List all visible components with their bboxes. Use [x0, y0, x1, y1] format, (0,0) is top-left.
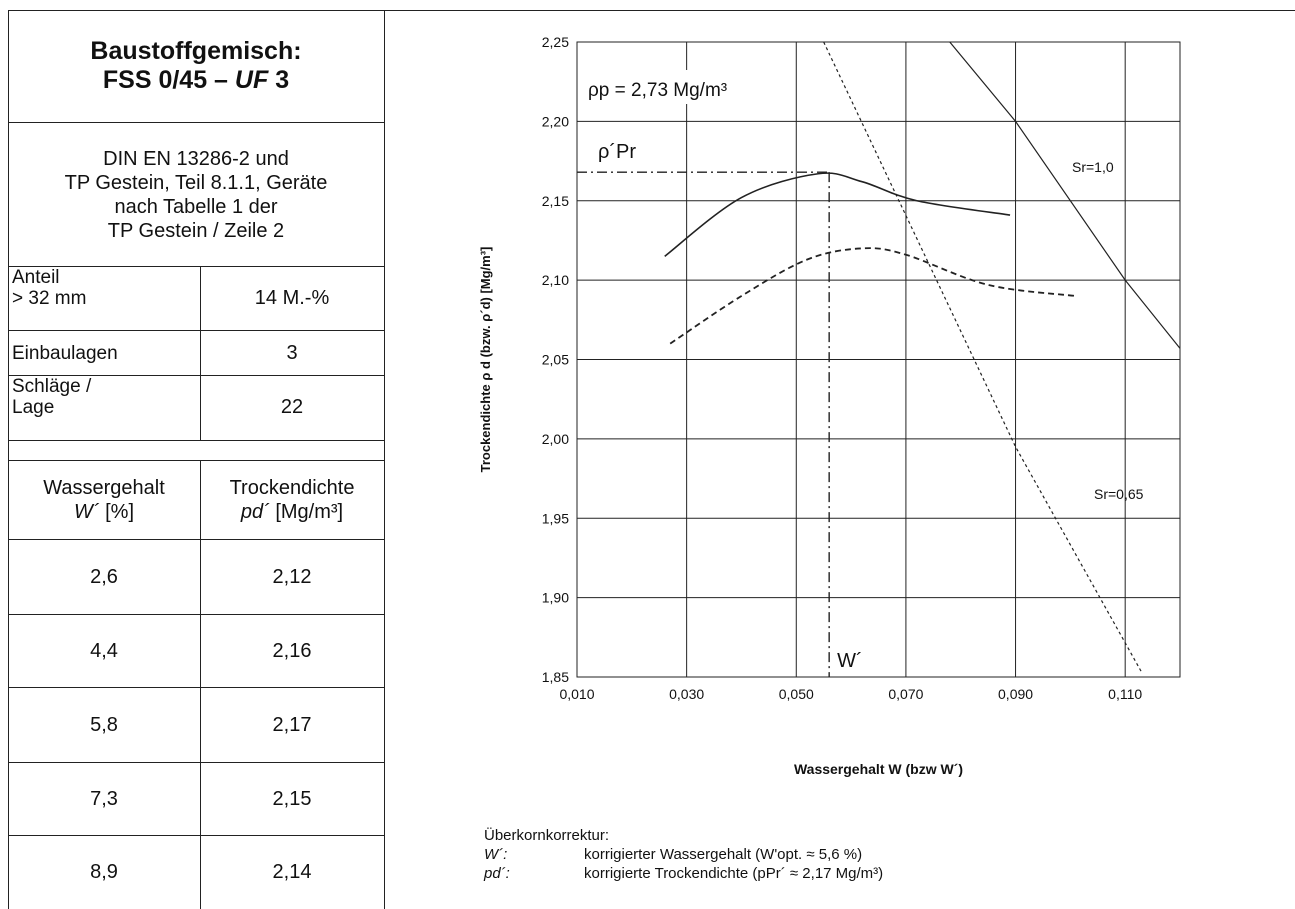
- table-cell: 5,8: [90, 713, 118, 736]
- particle-density-label: ρp = 2,73 Mg/m³: [588, 80, 727, 101]
- y-tick-label: 2,20: [542, 113, 569, 129]
- table-cell: 8,9: [90, 861, 118, 883]
- chart-ticks: 0,010 0,030 0,050 0,070 0,090 0,110 1,85 1,90 1,…: [478, 34, 1142, 777]
- x-tick-label: 0,050: [779, 686, 814, 702]
- table-cell: 2,15: [272, 787, 312, 810]
- col-header-line: Wassergehalt: [43, 477, 165, 499]
- table-cell: 2,12: [272, 565, 312, 588]
- chart-annotations: Sr=1,0 Sr=0,65 ρ´Pr W´ ρp = 2,73 Mg/m³: [577, 70, 1144, 677]
- notes-item: W´: korrigierter Wassergehalt (W'opt. ≈ …: [484, 845, 1284, 864]
- standard-line-4: TP Gestein / Zeile 2: [107, 220, 285, 242]
- param-label-blows: Schläge / Lage: [10, 376, 200, 439]
- standard-line-3: nach Tabelle 1 der: [114, 196, 278, 218]
- x-tick-label: 0,070: [888, 686, 923, 702]
- table-cell: 2,14: [272, 861, 312, 883]
- param-label-line: Anteil: [12, 267, 60, 288]
- y-tick-label: 1,95: [542, 510, 569, 526]
- y-tick-label: 1,90: [542, 590, 569, 606]
- param-value-share: 14 M.-%: [254, 287, 330, 309]
- notes-heading: Überkornkorrektur:: [484, 827, 610, 844]
- top-rule: [8, 10, 1295, 11]
- series-line-2: [669, 247, 1076, 345]
- table-cell: 2,16: [272, 639, 312, 662]
- title-prefix: FSS 0/45 –: [102, 66, 235, 94]
- series-label-sr1: Sr=1,0: [1072, 159, 1114, 175]
- table-cell: 2,17: [272, 713, 312, 736]
- y-tick-label: 2,25: [542, 34, 569, 50]
- param-label-line: Lage: [12, 397, 55, 418]
- param-label-layers: Einbaulagen: [12, 342, 118, 364]
- notes-text: korrigierter Wassergehalt (W'opt. ≈ 5,6 …: [584, 846, 863, 863]
- divider: [8, 762, 384, 763]
- y-tick-label: 1,85: [542, 669, 569, 685]
- divider: [8, 460, 384, 461]
- col-header-density: Trockendichte pd´ [Mg/m³]: [200, 461, 384, 539]
- table-border: [8, 10, 385, 909]
- x-tick-label: 0,110: [1108, 686, 1142, 702]
- y-tick-label: 2,00: [542, 431, 569, 447]
- col-header-line: pd´ [Mg/m³]: [241, 500, 343, 524]
- param-col-divider: [200, 266, 201, 440]
- divider: [8, 330, 384, 331]
- series-line-3: [949, 41, 1181, 349]
- notes-key: W´:: [484, 846, 508, 863]
- x-tick-label: 0,090: [998, 686, 1033, 702]
- divider: [8, 440, 384, 441]
- notes-item: pd´: korrigierte Trockendichte (pPr´ ≈ 2…: [484, 864, 1284, 883]
- x-tick-label: 0,010: [559, 686, 594, 702]
- x-axis-label: Wassergehalt W (bzw W´): [794, 761, 963, 777]
- y-axis-label: Trockendichte ρ d (bzw. ρ´d) [Mg/m³]: [478, 247, 493, 473]
- param-value-layers: 3: [286, 341, 298, 364]
- divider: [8, 266, 384, 267]
- param-value-blows: 22: [280, 396, 304, 418]
- y-tick-label: 2,10: [542, 272, 569, 288]
- divider: [8, 835, 384, 836]
- col-header-symbol: W´: [74, 501, 100, 523]
- table-cell: 4,4: [90, 639, 118, 662]
- series-line-1: [664, 172, 1011, 257]
- chart-series: [664, 41, 1181, 673]
- y-tick-label: 2,15: [542, 193, 569, 209]
- standard-line-1: DIN EN 13286-2 und: [103, 148, 289, 170]
- col-header-line: Trockendichte: [229, 477, 355, 499]
- notes-key: pd´:: [484, 865, 510, 882]
- table-cell: 7,3: [90, 787, 118, 810]
- title-line-1: Baustoffgemisch:: [90, 37, 302, 65]
- col-header-line: W´ [%]: [74, 500, 134, 524]
- chart-grid: [576, 41, 1181, 678]
- col-header-symbol: pd´: [240, 501, 270, 523]
- notes-text: korrigierte Trockendichte (pPr´ ≈ 2,17 M…: [584, 865, 884, 882]
- x-tick-label: 0,030: [669, 686, 704, 702]
- correction-notes: Überkornkorrektur: W´: korrigierter Wass…: [484, 826, 1284, 883]
- series-label-sr065: Sr=0,65: [1094, 486, 1144, 502]
- series-line-4: [823, 41, 1143, 673]
- rho-pr-label: ρ´Pr: [598, 141, 636, 163]
- w-opt-label: W´: [837, 650, 863, 672]
- col-header-unit: [%]: [99, 501, 134, 523]
- param-label-share: Anteil > 32 mm: [10, 267, 200, 330]
- table-title: Baustoffgemisch: FSS 0/45 – UF 3: [8, 14, 384, 118]
- divider: [8, 687, 384, 688]
- col-header-unit: [Mg/m³]: [269, 501, 344, 523]
- param-label-line: > 32 mm: [12, 288, 87, 309]
- table-cell: 2,6: [90, 565, 118, 588]
- density-label-bg: [585, 70, 795, 104]
- title-line-2: FSS 0/45 – UF 3: [103, 66, 289, 95]
- col-header-water: Wassergehalt W´ [%]: [8, 461, 200, 539]
- standard-block: DIN EN 13286-2 und TP Gestein, Teil 8.1.…: [8, 124, 384, 266]
- param-label-line: Schläge /: [12, 376, 92, 397]
- title-suffix: 3: [268, 66, 290, 94]
- divider: [8, 375, 384, 376]
- title-italic: UF: [234, 66, 269, 94]
- standard-line-2: TP Gestein, Teil 8.1.1, Geräte: [64, 172, 328, 194]
- y-tick-label: 2,05: [542, 352, 569, 368]
- divider: [8, 539, 384, 540]
- divider: [8, 122, 384, 123]
- divider: [8, 614, 384, 615]
- data-col-divider: [200, 460, 201, 909]
